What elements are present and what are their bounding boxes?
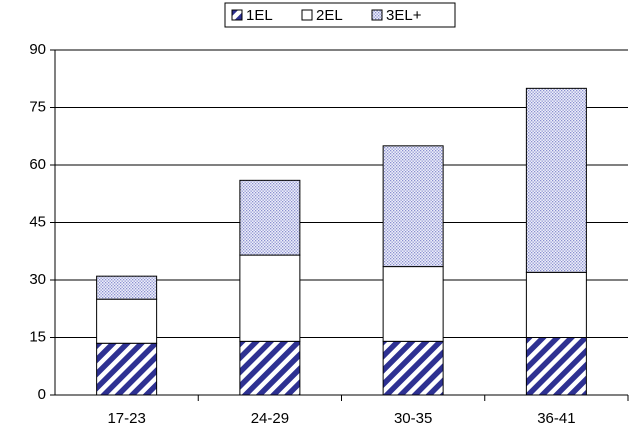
legend-swatch (301, 9, 313, 21)
bar-segment (239, 340, 301, 396)
bar-segment (96, 275, 158, 300)
bar-segment (382, 340, 444, 396)
legend-box (224, 2, 456, 28)
bar-segment (525, 337, 587, 396)
y-tick-label: 45 (29, 213, 46, 230)
bar-segment (382, 266, 444, 342)
bar-segment (239, 254, 301, 342)
y-tick-label: 60 (29, 156, 46, 173)
bar-segment (96, 298, 158, 344)
bar-segment (525, 87, 587, 273)
legend-label: 2EL (316, 7, 343, 24)
x-tick-label: 17-23 (107, 410, 145, 427)
x-tick-label: 30-35 (394, 410, 432, 427)
bar-segment (239, 179, 301, 256)
legend-label: 3EL+ (386, 7, 422, 24)
y-tick-label: 15 (29, 328, 46, 345)
y-tick-label: 75 (29, 98, 46, 115)
y-tick-label: 30 (29, 271, 46, 288)
bar-segment (382, 145, 444, 268)
bar-segment (525, 271, 587, 339)
y-tick-label: 90 (29, 41, 46, 58)
legend-label: 1EL (246, 7, 273, 24)
x-tick-label: 24-29 (251, 410, 289, 427)
bar-segment (96, 342, 158, 396)
legend-swatch (371, 9, 383, 21)
y-tick-label: 0 (38, 386, 46, 403)
x-tick-label: 36-41 (537, 410, 575, 427)
legend-swatch (231, 9, 243, 21)
